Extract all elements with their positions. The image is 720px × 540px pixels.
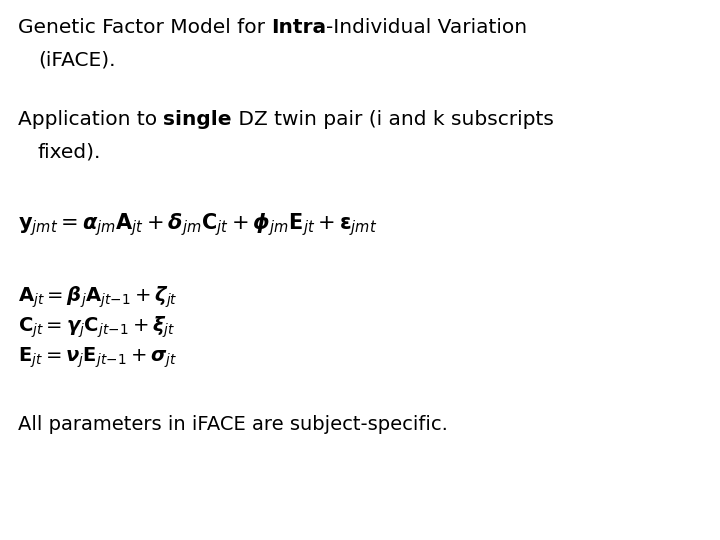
Text: fixed).: fixed). (38, 143, 102, 162)
Text: Application to: Application to (18, 110, 163, 129)
Text: single: single (163, 110, 232, 129)
Text: $\mathbf{C}_{jt} = \boldsymbol{\gamma}_j\mathbf{C}_{jt\mathsf{-}1} + \boldsymbol: $\mathbf{C}_{jt} = \boldsymbol{\gamma}_j… (18, 315, 176, 341)
Text: Genetic Factor Model for: Genetic Factor Model for (18, 18, 271, 37)
Text: All parameters in iFACE are subject-specific.: All parameters in iFACE are subject-spec… (18, 415, 448, 434)
Text: $\mathbf{E}_{jt} = \boldsymbol{\nu}_j\mathbf{E}_{jt\mathsf{-}1} + \boldsymbol{\s: $\mathbf{E}_{jt} = \boldsymbol{\nu}_j\ma… (18, 345, 177, 369)
Text: Intra: Intra (271, 18, 326, 37)
Text: $\mathbf{A}_{jt} = \boldsymbol{\beta}_j\mathbf{A}_{jt\mathsf{-}1} + \boldsymbol{: $\mathbf{A}_{jt} = \boldsymbol{\beta}_j\… (18, 285, 178, 310)
Text: $\mathbf{y}_{jmt} = \boldsymbol{\alpha}_{jm}\mathbf{A}_{jt} + \boldsymbol{\delta: $\mathbf{y}_{jmt} = \boldsymbol{\alpha}_… (18, 210, 377, 238)
Text: -Individual Variation: -Individual Variation (326, 18, 528, 37)
Text: DZ twin pair (i and k subscripts: DZ twin pair (i and k subscripts (232, 110, 554, 129)
Text: (iFACE).: (iFACE). (38, 50, 115, 69)
